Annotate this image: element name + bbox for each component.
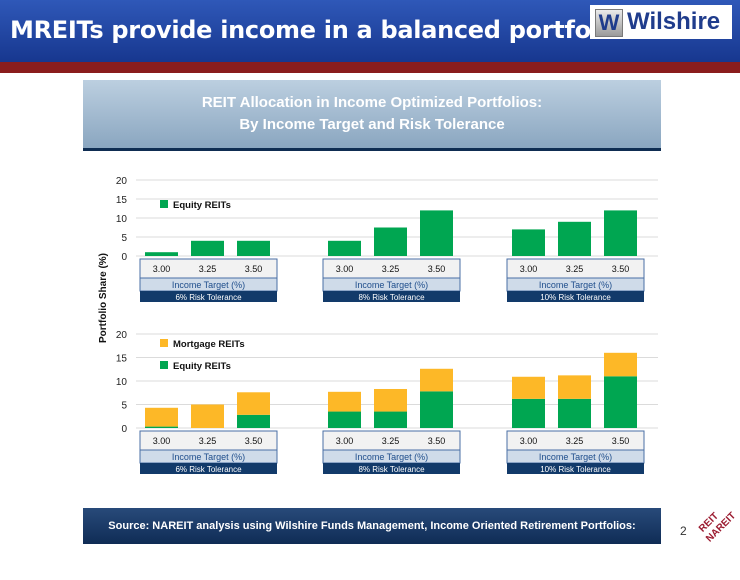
y-tick-label: 15: [116, 354, 128, 365]
x-axis-label: Income Target (%): [355, 280, 428, 290]
y-tick-label: 5: [121, 401, 127, 412]
legend-label-equity: Equity REITs: [173, 361, 231, 372]
x-axis-label: Income Target (%): [355, 452, 428, 462]
bar-equity: [145, 426, 178, 428]
bar-mortgage: [145, 407, 178, 427]
legend-swatch-mortgage: [160, 339, 168, 347]
x-tick-label: 3.25: [566, 264, 584, 274]
bar-equity: [604, 376, 637, 428]
bar-mortgage: [558, 375, 591, 399]
x-tick-label: 3.25: [199, 264, 217, 274]
y-tick-label: 10: [116, 214, 128, 225]
x-tick-label: 3.00: [336, 436, 354, 446]
header-divider: [0, 62, 740, 73]
logo-text: Wilshire: [627, 8, 721, 35]
bar-equity: [145, 252, 178, 256]
source-note: Source: NAREIT analysis using Wilshire F…: [83, 508, 661, 568]
risk-tolerance-label: 6% Risk Tolerance: [175, 465, 242, 474]
x-tick-label: 3.25: [382, 436, 400, 446]
risk-label-box: [323, 291, 460, 302]
x-tick-label: 3.50: [612, 264, 630, 274]
chart-title-banner: REIT Allocation in Income Optimized Port…: [83, 80, 661, 151]
risk-tolerance-label: 8% Risk Tolerance: [358, 293, 425, 302]
y-tick-label: 20: [116, 176, 128, 187]
risk-tolerance-label: 6% Risk Tolerance: [175, 293, 242, 302]
x-tick-label: 3.25: [566, 436, 584, 446]
wilshire-logo: W Wilshire: [590, 5, 732, 39]
slide-header: MREITs provide income in a balanced port…: [0, 0, 740, 62]
bar-equity: [420, 210, 453, 256]
x-tick-label: 3.00: [520, 436, 538, 446]
bar-mortgage: [512, 376, 545, 399]
risk-tolerance-label: 8% Risk Tolerance: [358, 465, 425, 474]
bar-mortgage: [420, 368, 453, 392]
legend-label-equity: Equity REITs: [173, 200, 231, 211]
x-tick-label: 3.00: [153, 436, 171, 446]
slide-title: MREITs provide income in a balanced port…: [10, 16, 623, 44]
x-tick-label: 3.50: [428, 264, 446, 274]
x-tick-label: 3.00: [520, 264, 538, 274]
bar-mortgage: [328, 391, 361, 412]
legend-swatch-equity: [160, 361, 168, 369]
risk-label-box: [507, 291, 644, 302]
y-tick-label: 5: [121, 233, 127, 244]
x-tick-label: 3.00: [336, 264, 354, 274]
x-axis-label: Income Target (%): [172, 280, 245, 290]
risk-tolerance-label: 10% Risk Tolerance: [540, 465, 611, 474]
bar-equity: [374, 411, 407, 428]
risk-label-box: [323, 463, 460, 474]
x-axis-label: Income Target (%): [539, 280, 612, 290]
y-tick-label: 20: [116, 330, 128, 341]
y-tick-label: 10: [116, 377, 128, 388]
risk-label-box: [140, 291, 277, 302]
bar-mortgage: [374, 388, 407, 412]
y-tick-label: 0: [121, 252, 127, 263]
bar-equity: [420, 391, 453, 428]
bar-equity: [374, 227, 407, 256]
bar-equity: [191, 240, 224, 256]
x-axis-label: Income Target (%): [172, 452, 245, 462]
risk-label-box: [507, 463, 644, 474]
x-tick-label: 3.50: [612, 436, 630, 446]
bar-mortgage: [191, 404, 224, 428]
bar-mortgage: [604, 352, 637, 377]
logo-mark: W: [595, 9, 623, 37]
chart-title-line2: By Income Target and Risk Tolerance: [239, 116, 505, 133]
bar-equity: [328, 411, 361, 428]
x-tick-label: 3.50: [245, 436, 263, 446]
bar-equity: [512, 398, 545, 428]
risk-tolerance-label: 10% Risk Tolerance: [540, 293, 611, 302]
bar-mortgage: [237, 392, 270, 415]
x-tick-label: 3.50: [428, 436, 446, 446]
bar-equity: [558, 221, 591, 256]
legend-swatch-equity: [160, 200, 168, 208]
x-tick-label: 3.00: [153, 264, 171, 274]
bar-equity: [237, 414, 270, 428]
page-number: 2: [680, 524, 687, 538]
nareit-logo: REIT NAREIT: [697, 510, 738, 544]
bar-equity: [512, 229, 545, 256]
chart-title-line1: REIT Allocation in Income Optimized Port…: [201, 94, 543, 111]
y-tick-label: 15: [116, 195, 128, 206]
x-axis-label: Income Target (%): [539, 452, 612, 462]
bar-equity: [558, 398, 591, 428]
x-tick-label: 3.25: [199, 436, 217, 446]
bar-equity: [237, 240, 270, 256]
y-axis-label: Portfolio Share (%): [98, 253, 109, 343]
risk-label-box: [140, 463, 277, 474]
x-tick-label: 3.25: [382, 264, 400, 274]
legend-label-mortgage: Mortgage REITs: [173, 339, 245, 350]
x-tick-label: 3.50: [245, 264, 263, 274]
bar-equity: [328, 240, 361, 256]
y-tick-label: 0: [121, 424, 127, 435]
bar-equity: [604, 210, 637, 256]
